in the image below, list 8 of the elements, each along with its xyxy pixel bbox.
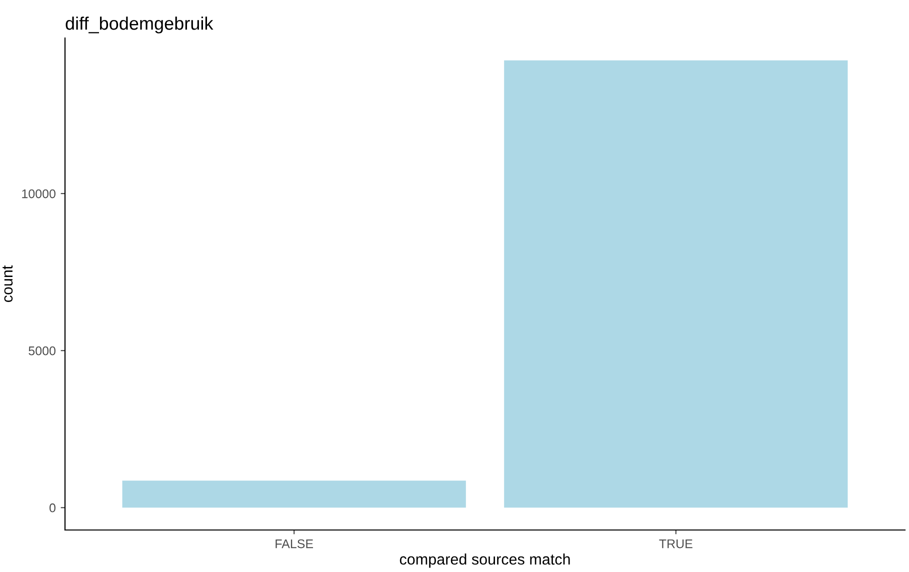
- y-tick-label: 10000: [22, 189, 56, 198]
- x-tick-label: TRUE: [659, 539, 692, 548]
- y-axis-title: count: [2, 265, 13, 302]
- y-tick-label: 0: [50, 503, 56, 512]
- x-axis-title: compared sources match: [400, 553, 570, 568]
- x-tick-label: FALSE: [276, 539, 314, 548]
- chart-title: diff_bodemgebruik: [66, 16, 214, 34]
- y-tick-label: 5000: [28, 346, 56, 356]
